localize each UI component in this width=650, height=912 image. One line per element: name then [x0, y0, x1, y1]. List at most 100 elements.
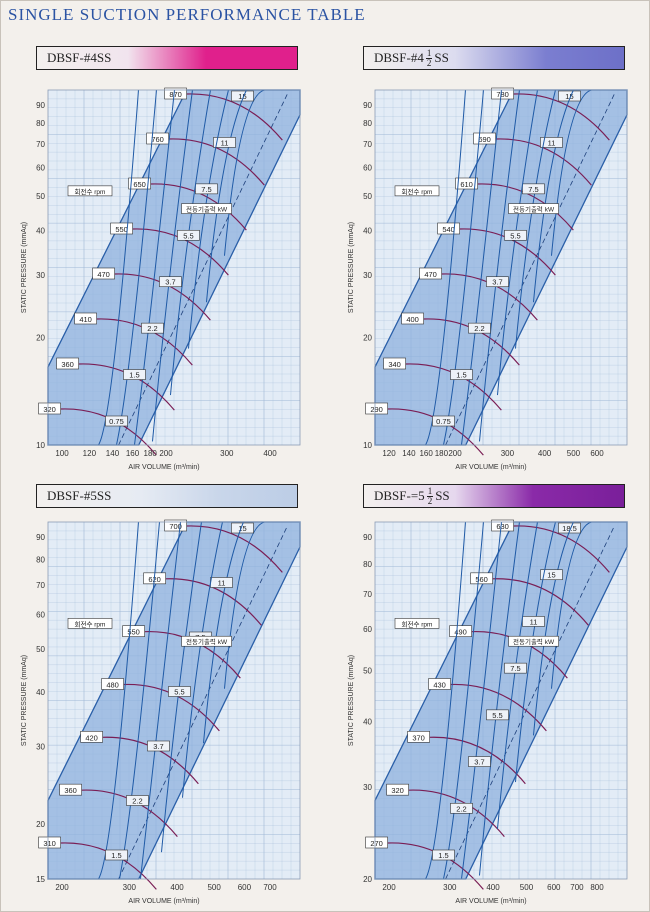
kw-label: 15 — [238, 92, 246, 101]
y-tick-label: 40 — [36, 226, 45, 235]
kw-label: 2.2 — [132, 797, 142, 806]
y-tick-label: 90 — [36, 533, 45, 542]
kw-curve — [532, 89, 574, 303]
kw-label: 5.5 — [174, 688, 184, 697]
rpm-label: 610 — [460, 180, 473, 189]
chart-1-banner: DBSF-#4SS — [36, 46, 298, 70]
x-tick-label: 400 — [538, 449, 552, 458]
y-axis-label: STATIC PRESSURE (mmAq) — [21, 222, 28, 313]
kw-curve — [550, 89, 592, 256]
kw-label: 3.7 — [474, 758, 484, 767]
y-tick-label: 60 — [36, 164, 45, 173]
x-tick-label: 500 — [520, 883, 534, 892]
x-tick-label: 120 — [382, 449, 396, 458]
y-tick-label: 70 — [36, 140, 45, 149]
x-tick-label: 140 — [106, 449, 120, 458]
x-tick-label: 600 — [238, 883, 252, 892]
fraction-denominator: 2 — [427, 495, 433, 506]
rpm-label: 690 — [478, 135, 491, 144]
kw-label: 5.5 — [492, 711, 502, 720]
fraction-numerator: 1 — [426, 485, 434, 497]
rpm-label: 550 — [115, 225, 128, 234]
x-tick-label: 180 — [144, 449, 158, 458]
kw-curve — [425, 521, 466, 880]
x-axis-label: AIR VOLUME (m³/min) — [455, 898, 526, 905]
kw-label: 1.5 — [456, 371, 466, 380]
kw-label-box — [486, 276, 509, 288]
kw-label-box — [558, 90, 581, 102]
x-tick-label: 200 — [382, 883, 396, 892]
rpm-label: 270 — [370, 839, 383, 848]
x-tick-label: 800 — [590, 883, 604, 892]
kw-label-box — [168, 686, 191, 697]
rpm-label: 370 — [412, 733, 425, 742]
rpm-label-box — [455, 177, 478, 190]
y-axis-label: STATIC PRESSURE (mmAq) — [348, 655, 355, 746]
rpm-legend: 회전수 rpm — [402, 187, 433, 196]
kw-label: 2.2 — [147, 324, 157, 333]
plot-frame — [47, 521, 301, 880]
x-tick-label: 600 — [547, 883, 561, 892]
page-title: SINGLE SUCTION PERFORMANCE TABLE — [8, 5, 366, 24]
x-tick-label: 200 — [55, 883, 69, 892]
kw-curve — [98, 89, 139, 446]
x-tick-label: 700 — [263, 883, 277, 892]
kw-legend: 전동기출력 kW — [186, 205, 228, 214]
y-tick-label: 15 — [36, 875, 45, 884]
kw-label-box — [177, 229, 200, 241]
rpm-legend: 회전수 rpm — [402, 619, 433, 628]
rpm-label-box — [146, 132, 169, 145]
y-axis-label: STATIC PRESSURE (mmAq) — [21, 655, 28, 746]
y-tick-label: 70 — [363, 590, 372, 599]
rpm-label-box — [110, 222, 133, 235]
kw-curve — [460, 89, 502, 446]
rpm-label-box — [383, 357, 406, 370]
system-line — [445, 525, 615, 880]
kw-label: 18.5 — [562, 524, 577, 533]
kw-label-box — [540, 137, 563, 148]
rpm-label-box — [449, 625, 472, 637]
plot-frame — [374, 89, 628, 446]
kw-label: 7.5 — [201, 185, 211, 194]
rpm-label: 470 — [97, 270, 110, 279]
rpm-label-box — [128, 177, 151, 190]
y-tick-label: 60 — [363, 164, 372, 173]
plot-frame — [47, 89, 301, 446]
rpm-label-box — [164, 519, 187, 532]
kw-curve — [223, 521, 265, 689]
x-axis-label: AIR VOLUME (m³/min) — [128, 464, 199, 471]
rpm-label-box — [470, 572, 493, 585]
kw-curve — [133, 89, 175, 446]
y-tick-label: 50 — [36, 645, 45, 654]
kw-label: 0.75 — [109, 417, 124, 426]
rpm-label: 480 — [106, 681, 119, 690]
rpm-label: 560 — [475, 575, 488, 584]
rpm-legend: 회전수 rpm — [75, 187, 106, 196]
rpm-label: 410 — [79, 315, 92, 324]
x-tick-label: 300 — [123, 883, 137, 892]
kw-label-box — [159, 276, 182, 288]
rpm-label: 550 — [127, 628, 140, 637]
kw-label: 1.5 — [111, 851, 121, 860]
kw-label: 5.5 — [510, 231, 520, 240]
rpm-curve — [168, 138, 265, 186]
rpm-label-box — [56, 357, 79, 370]
y-tick-label: 90 — [363, 533, 372, 542]
x-tick-label: 400 — [486, 883, 500, 892]
kw-label-box — [432, 849, 455, 861]
chart-4-title-suffix: SS — [435, 488, 450, 503]
y-tick-label: 30 — [363, 783, 372, 792]
kw-curve — [550, 521, 592, 689]
kw-legend-box — [181, 203, 232, 214]
y-tick-label: 30 — [363, 271, 372, 280]
rpm-label-box — [365, 402, 388, 415]
chart-1-title: DBSF-#4SS — [47, 50, 112, 65]
rpm-label: 430 — [433, 681, 446, 690]
rpm-label: 630 — [496, 522, 509, 531]
rpm-label-box — [419, 267, 442, 280]
rpm-label: 870 — [169, 90, 182, 99]
x-tick-label: 140 — [402, 449, 416, 458]
chart-4: 630 560 490 430 370 320 270 18.5 15 11 7.5 5.5 3.7 2.… — [348, 519, 628, 905]
